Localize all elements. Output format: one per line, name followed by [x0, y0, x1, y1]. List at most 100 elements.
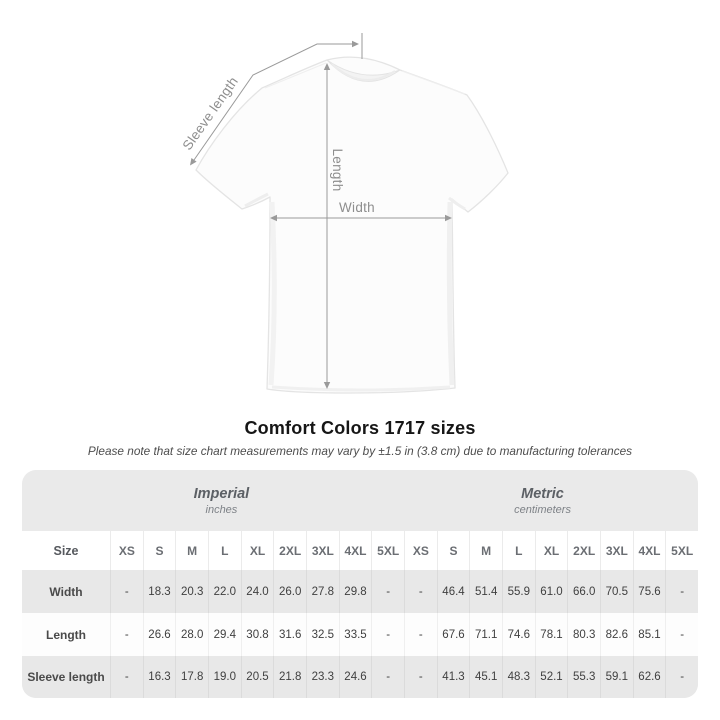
measurement-cell: -	[665, 656, 698, 698]
table-row-sleeve-length: Sleeve length -16.3 17.8 19.0 20.5 21.8 23.3 24…	[22, 656, 698, 698]
side-shade-left	[268, 201, 277, 386]
size-table-grid: Size XS S M L XL 2XL 3XL 4XL 5XL XS S M L XL 2XL 3XL 4XL 5…	[22, 531, 698, 698]
measurement-cell: 30.8	[240, 613, 274, 656]
size-header-imperial-4xl: 4XL	[338, 531, 372, 570]
size-header-imperial-2xl: 2XL	[273, 531, 306, 570]
length-arrowhead-top	[323, 63, 331, 70]
measurement-cell: 16.3	[142, 656, 176, 698]
measurement-cell: 55.3	[567, 656, 600, 698]
measurement-cell: 82.6	[600, 613, 633, 656]
measurement-cell: 62.6	[632, 656, 666, 698]
unit-group-imperial: Imperial inches	[194, 486, 250, 516]
measurement-cell: 75.6	[632, 570, 666, 613]
measurement-cell: 32.5	[306, 613, 339, 656]
width-arrowhead-left	[270, 214, 277, 222]
page-title: Comfort Colors 1717 sizes	[244, 418, 476, 438]
table-row-width: Width -18.3 20.3 22.0 24.0 26.0 27.8 29.8- -46.4…	[22, 570, 698, 613]
measurement-cell: 48.3	[502, 656, 535, 698]
tshirt-diagram: Sleeve length Length Width	[180, 33, 509, 394]
measurement-cell: 18.3	[142, 570, 176, 613]
measurement-cell: 71.1	[469, 613, 502, 656]
size-header-imperial-xs: XS	[110, 531, 143, 570]
measurement-cell: -	[404, 656, 437, 698]
size-header-imperial-l: L	[208, 531, 241, 570]
measurement-cell: 26.6	[142, 613, 176, 656]
sleeve-arrowhead-end	[190, 158, 197, 166]
measurement-cell: 33.5	[338, 613, 372, 656]
size-header-imperial-s: S	[142, 531, 176, 570]
unit-headers: Imperial inches Metric centimeters	[22, 470, 698, 531]
measurement-cell: 21.8	[273, 656, 306, 698]
measurement-cell: 74.6	[502, 613, 535, 656]
measurement-cell: 78.1	[534, 613, 568, 656]
measurement-cell: 45.1	[469, 656, 502, 698]
measurement-cell: 59.1	[600, 656, 633, 698]
tshirt-body	[195, 56, 509, 394]
size-header-metric-xl: XL	[534, 531, 568, 570]
measurement-cell: 67.6	[436, 613, 470, 656]
imperial-label: Imperial	[193, 485, 250, 502]
size-header-metric-3xl: 3XL	[600, 531, 633, 570]
row-label: Width	[49, 584, 83, 599]
imperial-sublabel: inches	[205, 503, 238, 516]
measurement-cell: -	[110, 570, 143, 613]
size-header-metric-4xl: 4XL	[632, 531, 666, 570]
size-header-metric-m: M	[469, 531, 502, 570]
metric-sublabel: centimeters	[514, 503, 571, 516]
measurement-cell: 17.8	[175, 656, 208, 698]
measurement-cell: 24.0	[240, 570, 274, 613]
table-row-length: Length -26.6 28.0 29.4 30.8 31.6 32.5 33.5- -67.…	[22, 613, 698, 656]
size-column-header: Size	[53, 543, 79, 558]
size-header-imperial-xl: XL	[240, 531, 274, 570]
measurement-cell: 23.3	[306, 656, 339, 698]
size-header-imperial-5xl: 5XL	[371, 531, 404, 570]
measurement-cell: 27.8	[306, 570, 339, 613]
row-label: Length	[46, 627, 86, 642]
measurement-cell: 85.1	[632, 613, 666, 656]
hem-shade	[271, 385, 451, 392]
measurement-cell: 29.8	[338, 570, 372, 613]
measurement-cell: 29.4	[208, 613, 241, 656]
measurement-cell: 66.0	[567, 570, 600, 613]
measurement-cell: -	[110, 613, 143, 656]
size-header-metric-5xl: 5XL	[665, 531, 698, 570]
measurement-cell: 20.5	[240, 656, 274, 698]
measurement-cell: -	[404, 613, 437, 656]
measurement-annotations	[190, 33, 452, 389]
measurement-cell: 55.9	[502, 570, 535, 613]
underarm-shade-left	[244, 192, 269, 208]
sleeve-length-arrow	[193, 43, 352, 161]
measurement-cell: 22.0	[208, 570, 241, 613]
measurement-cell: -	[110, 656, 143, 698]
measurement-cell: 31.6	[273, 613, 306, 656]
tolerance-note: Please note that size chart measurements…	[87, 444, 633, 458]
size-header-metric-xs: XS	[404, 531, 437, 570]
length-arrowhead-bottom	[323, 382, 331, 389]
measurement-cell: 52.1	[534, 656, 568, 698]
measurement-cell: 26.0	[273, 570, 306, 613]
title-block: Comfort Colors 1717 sizes Please note th…	[0, 418, 720, 458]
shoulder-seam-left	[264, 62, 327, 89]
size-header-imperial-m: M	[175, 531, 208, 570]
measurement-cell: 70.5	[600, 570, 633, 613]
width-label: Width	[339, 200, 375, 215]
measurement-cell: -	[665, 570, 698, 613]
measurement-cell: 19.0	[208, 656, 241, 698]
width-arrowhead-right	[445, 214, 452, 222]
measurement-cell: -	[371, 570, 404, 613]
length-label: Length	[330, 148, 345, 191]
row-label: Sleeve length	[27, 670, 105, 684]
measurement-cell: 28.0	[175, 613, 208, 656]
measurement-cell: 24.6	[338, 656, 372, 698]
size-header-metric-s: S	[436, 531, 470, 570]
size-header-metric-l: L	[502, 531, 535, 570]
size-header-imperial-3xl: 3XL	[306, 531, 339, 570]
size-header-metric-2xl: 2XL	[567, 531, 600, 570]
measurement-cell: -	[371, 656, 404, 698]
metric-label: Metric	[521, 485, 564, 502]
shoulder-seam-right	[401, 70, 466, 95]
side-shade-right	[446, 201, 455, 386]
measurement-cell: 41.3	[436, 656, 470, 698]
measurement-cell: -	[665, 613, 698, 656]
underarm-shade-right	[448, 196, 466, 211]
